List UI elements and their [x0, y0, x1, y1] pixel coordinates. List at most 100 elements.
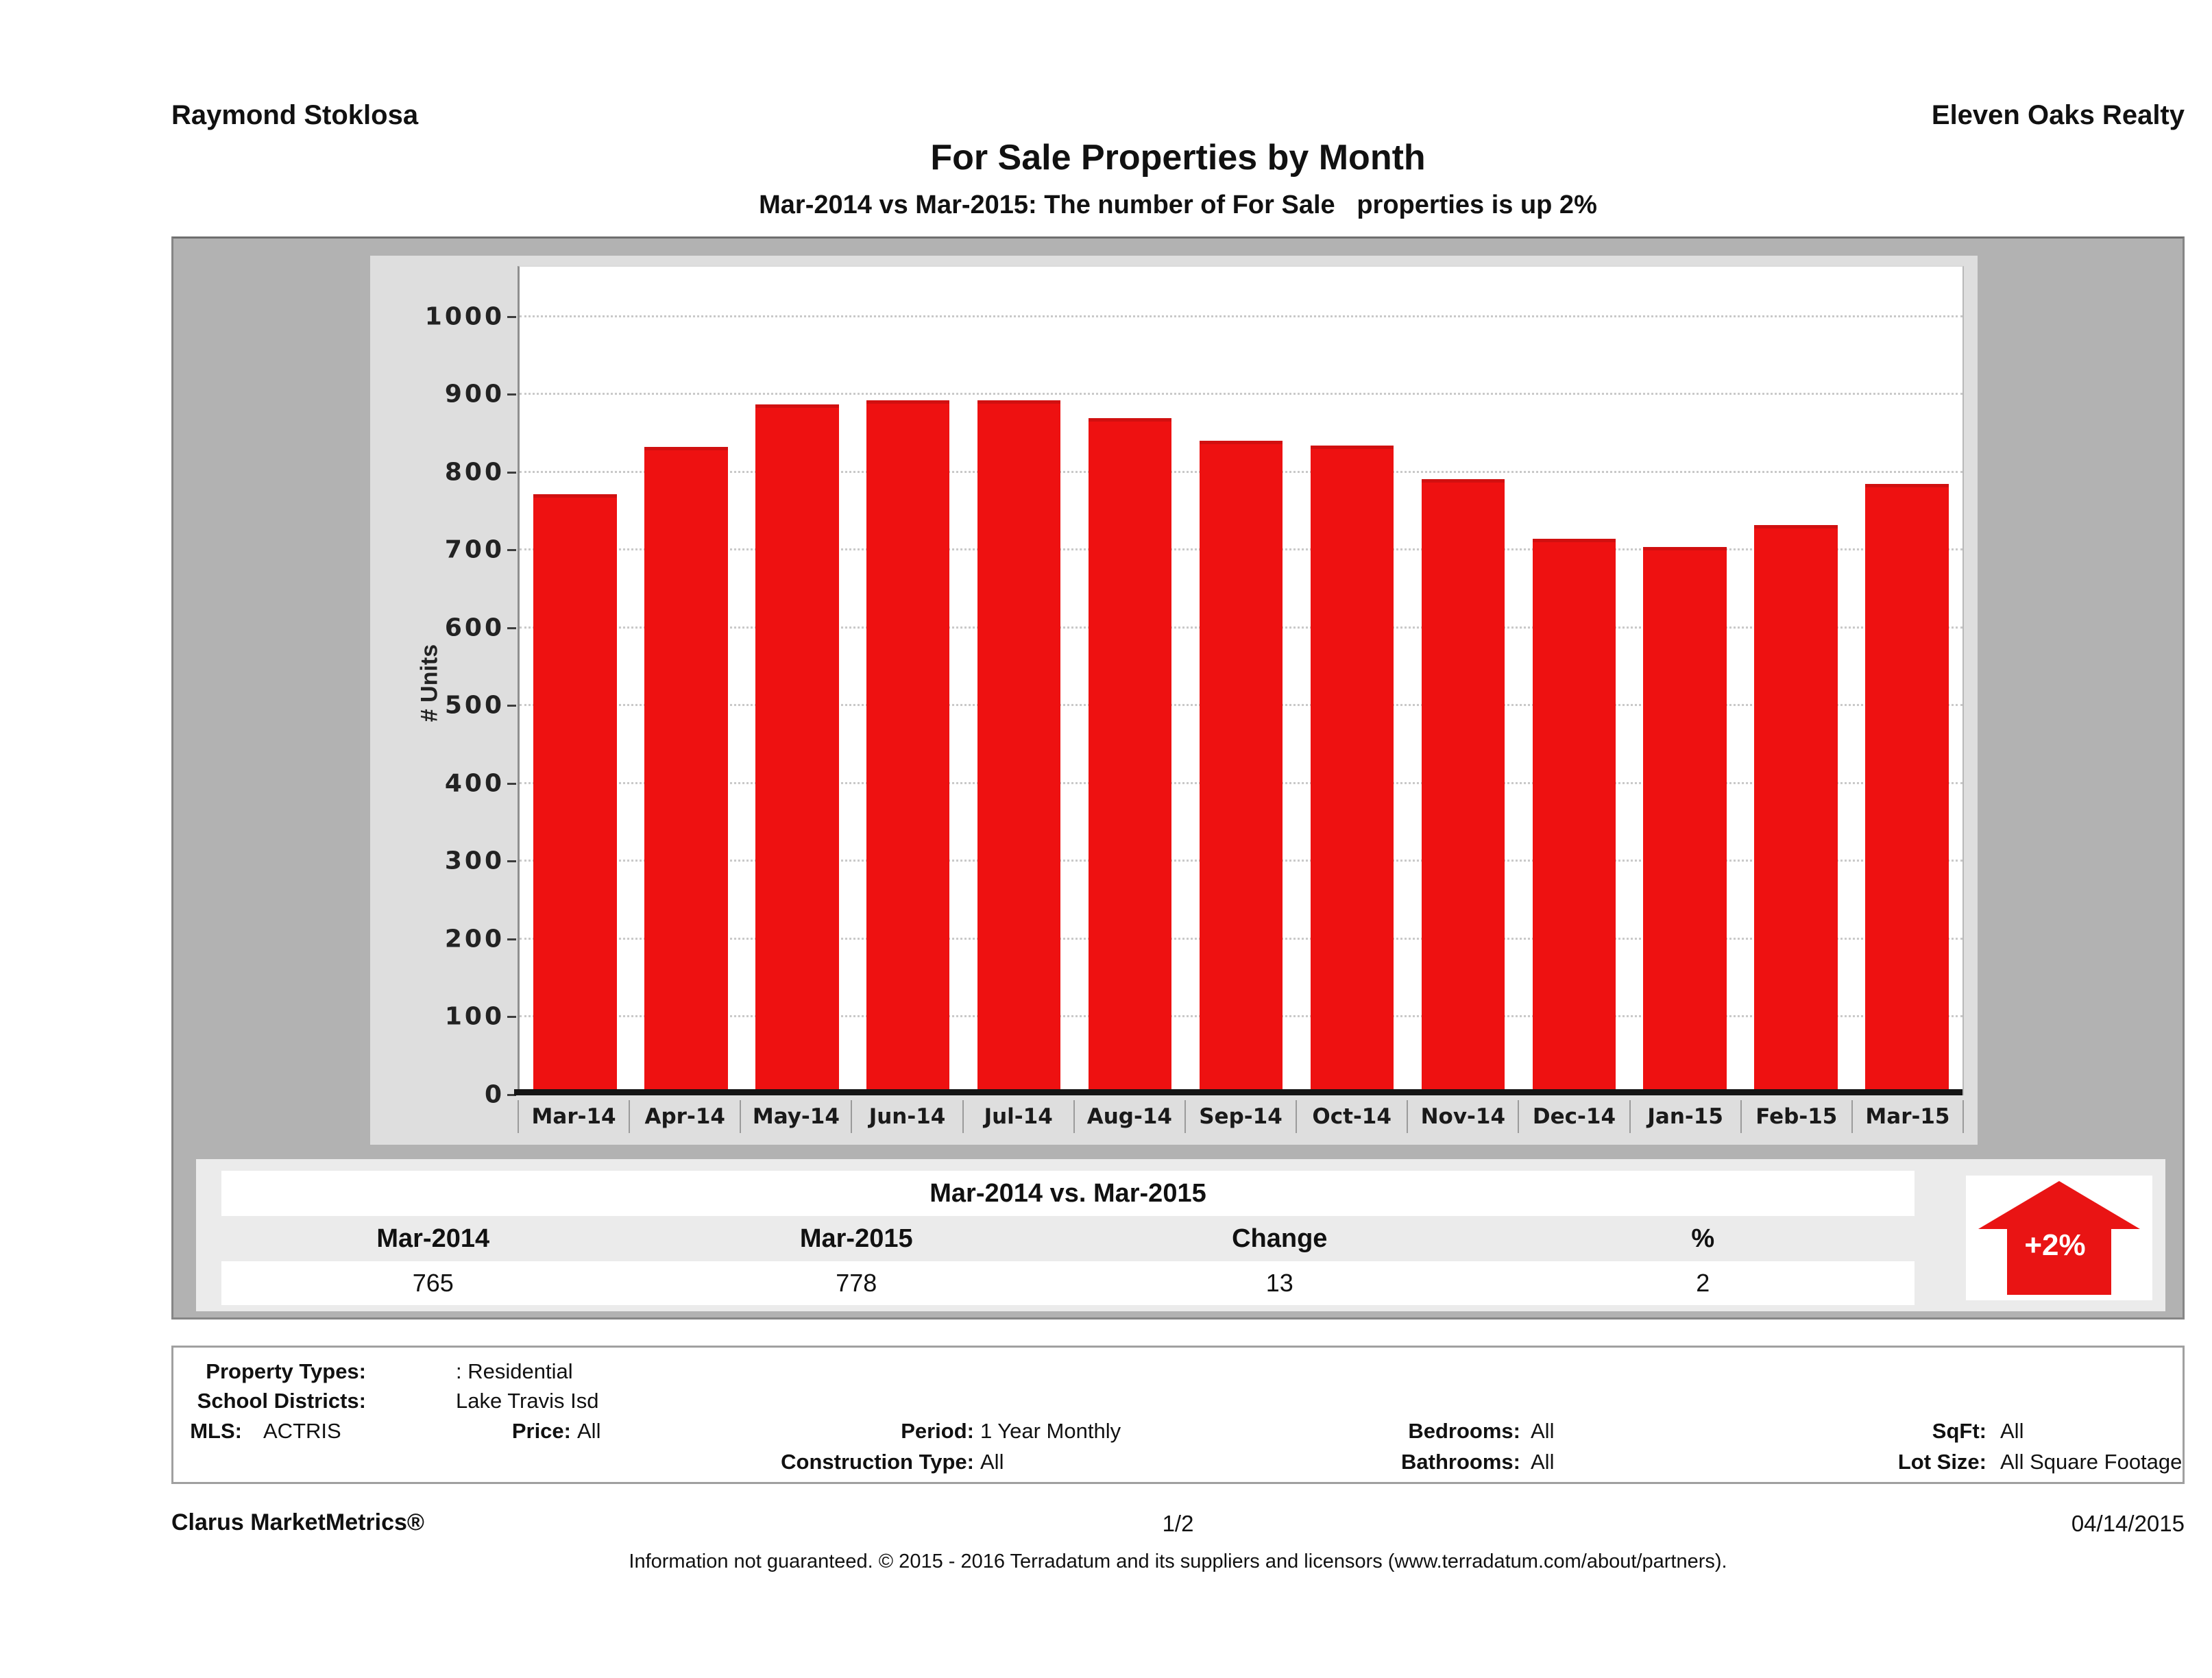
footer-page-number: 1/2: [1162, 1511, 1194, 1536]
bar-series: [520, 267, 1962, 1095]
y-tick-label: 900: [444, 380, 505, 409]
x-tick-label: Nov-14: [1407, 1100, 1518, 1133]
summary-header-0: Mar-2014: [376, 1224, 490, 1253]
x-axis-labels: Mar-14 Apr-14 May-14 Jun-14 Jul-14 Aug-14 Sep-…: [518, 1097, 1965, 1143]
bathrooms-value: All: [1531, 1450, 1555, 1474]
y-tick-mark: [507, 938, 516, 940]
y-tick-label: 0: [484, 1080, 505, 1109]
bar-Jul-14: [977, 400, 1061, 1089]
x-tick-label: Jul-14: [962, 1100, 1073, 1133]
price-value: All: [577, 1419, 601, 1443]
trend-badge-label: +2%: [2024, 1228, 2085, 1262]
lot_size-label: Lot Size:: [1897, 1450, 1986, 1474]
period-label: Period:: [901, 1419, 974, 1443]
x-tick-label: Sep-14: [1184, 1100, 1296, 1133]
y-tick-mark: [507, 1016, 516, 1019]
bar-Nov-14: [1421, 479, 1505, 1089]
y-tick-mark: [507, 782, 516, 785]
mls-label: MLS:: [190, 1419, 242, 1443]
bathrooms-label: Bathrooms:: [1401, 1450, 1520, 1474]
sqft-label: SqFt:: [1932, 1419, 1986, 1443]
y-tick-label: 400: [444, 769, 505, 798]
y-tick-mark: [507, 549, 516, 552]
price-label: Price:: [511, 1419, 571, 1443]
lot_size-value: All Square Footage: [2000, 1450, 2183, 1474]
summary-value-1: 778: [836, 1269, 877, 1297]
bar-Mar-15: [1865, 483, 1949, 1089]
summary-value-0: 765: [412, 1269, 454, 1297]
construction_type-value: All: [980, 1450, 1004, 1474]
sqft-value: All: [2000, 1419, 2024, 1443]
plot-area: [514, 266, 1964, 1095]
summary-value-2: 13: [1265, 1269, 1293, 1297]
property_types-label: Property Types:: [206, 1359, 366, 1383]
y-tick-label: 100: [444, 1002, 505, 1031]
y-tick-label: 600: [444, 613, 505, 642]
summary-header-3: %: [1691, 1224, 1715, 1253]
criteria-row: School Districts: Lake Travis Isd: [173, 1389, 2183, 1416]
summary-panel: Mar-2014 vs. Mar-2015 Mar-2014 Mar-2015 Ch…: [196, 1159, 2165, 1311]
bedrooms-label: Bedrooms:: [1408, 1419, 1520, 1443]
y-tick-mark: [507, 393, 516, 396]
summary-value-row: 765 778 13 2: [221, 1261, 1915, 1305]
y-tick-label: 1000: [424, 302, 505, 331]
bar-Sep-14: [1199, 441, 1283, 1089]
x-tick-label: Jun-14: [851, 1100, 962, 1133]
footer-disclaimer: Information not guaranteed. © 2015 - 201…: [629, 1551, 1727, 1572]
construction_type-label: Construction Type:: [781, 1450, 974, 1474]
gridline: [520, 315, 1962, 317]
y-tick-label: 800: [444, 458, 505, 487]
bar-Oct-14: [1310, 446, 1394, 1089]
summary-header-row: Mar-2014 Mar-2015 Change%: [221, 1216, 1915, 1261]
trend-badge: +2%: [1966, 1176, 2152, 1300]
x-tick-label: Apr-14: [629, 1100, 740, 1133]
bar-Jun-14: [866, 400, 950, 1089]
bar-Feb-15: [1754, 524, 1838, 1089]
bar-Aug-14: [1088, 418, 1172, 1089]
school_districts-value: Lake Travis Isd: [456, 1389, 599, 1413]
brokerage-name: Eleven Oaks Realty: [1931, 100, 2185, 130]
bar-Mar-14: [533, 494, 617, 1089]
chart-section: # Units Mar-14 Apr-14 May-14 Jun-14 Jul-14 Au…: [171, 236, 2185, 1320]
footer-date: 04/14/2015: [2071, 1511, 2185, 1536]
y-tick-label: 200: [444, 925, 505, 953]
gridline: [520, 393, 1962, 396]
bedrooms-value: All: [1531, 1419, 1555, 1443]
y-tick-mark: [507, 705, 516, 707]
school_districts-label: School Districts:: [197, 1389, 366, 1413]
summary-value-3: 2: [1696, 1269, 1710, 1297]
x-tick-label: Feb-15: [1740, 1100, 1851, 1133]
property_types-value: : Residential: [456, 1359, 573, 1383]
y-tick-mark: [507, 1094, 516, 1096]
summary-header-2: Change: [1232, 1224, 1328, 1253]
x-tick-label: May-14: [740, 1100, 851, 1133]
bar-Apr-14: [644, 447, 728, 1089]
x-tick-label: Mar-14: [518, 1100, 629, 1133]
period-value: 1 Year Monthly: [980, 1419, 1121, 1443]
x-tick-label: Mar-15: [1851, 1100, 1965, 1133]
y-tick-label: 500: [444, 691, 505, 720]
summary-header-1: Mar-2015: [799, 1224, 913, 1253]
x-axis-line: [514, 1089, 1962, 1095]
y-tick-mark: [507, 627, 516, 629]
criteria-row: Construction Type: All Bathrooms: All Lot Si…: [173, 1450, 2183, 1477]
x-tick-label: Oct-14: [1296, 1100, 1407, 1133]
agent-name: Raymond Stoklosa: [171, 100, 419, 130]
up-arrow-icon: +2%: [1978, 1181, 2140, 1295]
bar-Dec-14: [1532, 539, 1616, 1089]
chart-panel: # Units Mar-14 Apr-14 May-14 Jun-14 Jul-14 Au…: [370, 256, 1978, 1145]
x-tick-label: Aug-14: [1073, 1100, 1184, 1133]
y-tick-mark: [507, 471, 516, 474]
criteria-row: Property Types: : Residential: [173, 1359, 2183, 1387]
criteria-row: MLS: ACTRIS Price: All Period: 1 Year Monthly…: [173, 1419, 2183, 1446]
footer-product: Clarus MarketMetrics®: [171, 1509, 424, 1535]
x-tick-label: Dec-14: [1518, 1100, 1629, 1133]
x-tick-label: Jan-15: [1629, 1100, 1740, 1133]
y-tick-label: 700: [444, 535, 505, 564]
bar-Jan-15: [1643, 546, 1727, 1089]
page-subtitle: Mar-2014 vs Mar-2015: The number of For …: [759, 191, 1597, 219]
y-tick-label: 300: [444, 847, 505, 875]
y-tick-mark: [507, 860, 516, 863]
